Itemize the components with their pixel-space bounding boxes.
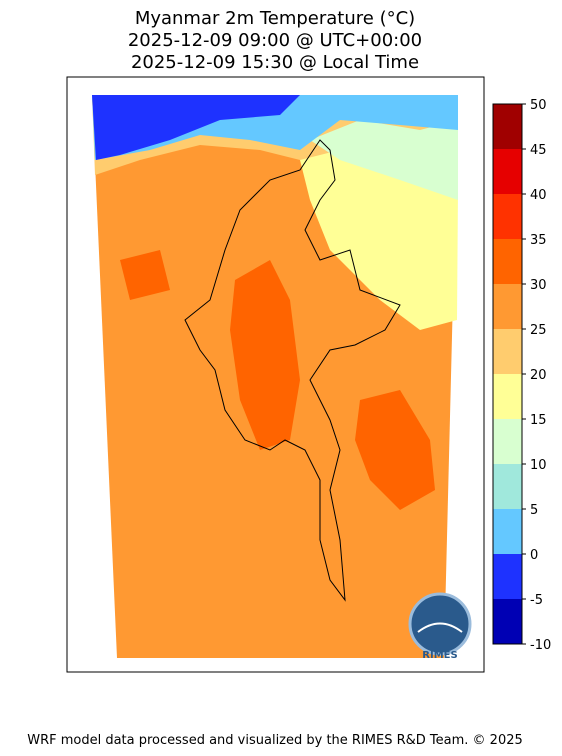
map: RIMES (92, 95, 472, 661)
colorbar-bin (493, 599, 522, 644)
colorbar-bin (493, 149, 522, 194)
colorbar-bin (493, 419, 522, 464)
colorbar-tick-label: 50 (530, 98, 547, 113)
colorbar-bin (493, 329, 522, 374)
logo: RIMES (408, 592, 472, 661)
colorbar-tick-label: -5 (530, 593, 543, 608)
colorbar-tick-label: 0 (530, 548, 538, 563)
title-line: 2025-12-09 15:30 @ Local Time (131, 52, 419, 73)
colorbar-bin (493, 374, 522, 419)
colorbar-bin (493, 194, 522, 239)
colorbar-bin (493, 284, 522, 329)
colorbar-tick-label: 45 (530, 143, 547, 158)
colorbar-tick-label: 15 (530, 413, 547, 428)
colorbar-tick-label: 30 (530, 278, 547, 293)
logo-text: RIMES (422, 650, 457, 661)
colorbar-tick-label: 5 (530, 503, 538, 518)
colorbar-bin (493, 509, 522, 554)
colorbar-bin (493, 239, 522, 284)
colorbar: -10 -5 0 5 10 15 20 25 30 35 40 45 50 (492, 98, 551, 653)
colorbar-tick-label: 35 (530, 233, 547, 248)
colorbar-bin (493, 104, 522, 149)
title-line: 2025-12-09 09:00 @ UTC+00:00 (128, 30, 422, 51)
footer: WRF model data processed and visualized … (27, 733, 523, 748)
title-line: Myanmar 2m Temperature (°C) (135, 8, 415, 29)
colorbar-tick-label: 20 (530, 368, 547, 383)
colorbar-tick-label: 25 (530, 323, 547, 338)
colorbar-bin (493, 464, 522, 509)
colorbar-bin (493, 554, 522, 599)
colorbar-tick-label: -10 (530, 638, 551, 653)
colorbar-tick-label: 10 (530, 458, 547, 473)
colorbar-tick-label: 40 (530, 188, 547, 203)
